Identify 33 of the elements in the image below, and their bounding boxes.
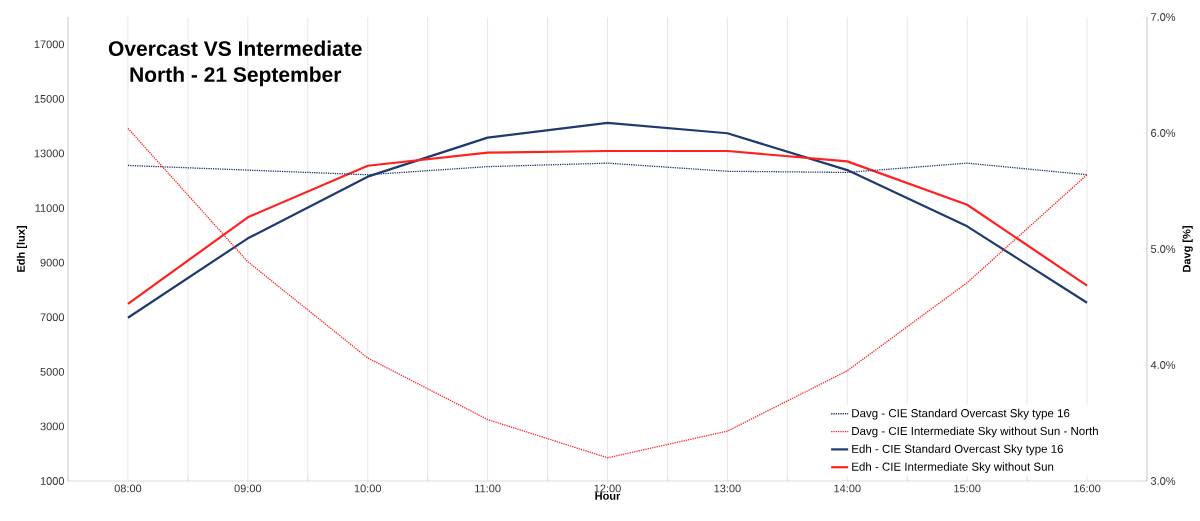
y-tick-label: 3000 <box>40 422 65 431</box>
legend-label: Davg - CIE Standard Overcast Sky type 16 <box>852 408 1070 420</box>
x-tick-label: 12:00 <box>594 484 621 493</box>
x-tick-label: 14:00 <box>834 484 861 493</box>
line-series <box>126 121 1089 319</box>
y2-tick-label: 4.0% <box>1150 361 1176 369</box>
x-tick-label: 11:00 <box>475 484 501 493</box>
y2-tick-label: 6.0% <box>1151 129 1176 137</box>
y-tick-label: 1000 <box>40 477 65 485</box>
y2-tick-label: 7.0% <box>1151 13 1176 21</box>
y-tick-label: 15000 <box>34 94 65 103</box>
y2-tick-label: 5.0% <box>1150 245 1176 253</box>
y2-tick-label: 3.0% <box>1150 477 1176 485</box>
x-axis-title: Hour <box>595 492 621 500</box>
x-tick-label: 16:00 <box>1074 484 1101 493</box>
y-tick-label: 9000 <box>40 258 65 267</box>
x-tick-label: 09:00 <box>234 484 262 493</box>
y-tick-label: 17000 <box>34 40 65 49</box>
legend-label: Davg - CIE Intermediate Sky without Sun - North <box>852 426 1098 438</box>
text: North - 21 September <box>130 66 342 87</box>
y-tick-label: 13000 <box>34 149 65 158</box>
x-tick-label: 15:00 <box>954 484 981 493</box>
x-tick-label: 10:00 <box>354 484 382 493</box>
legend-label: Edh - CIE Intermediate Sky without Sun <box>852 462 1054 474</box>
y-axis-title: Edh [lux] <box>16 226 28 272</box>
y-tick-label: 5000 <box>40 367 65 376</box>
y-tick-label: 11000 <box>35 204 65 212</box>
y2-axis-title: Davg [%] <box>1182 226 1193 272</box>
y-tick-label: 7000 <box>40 313 65 322</box>
x-tick-label: 08:00 <box>114 484 142 493</box>
text: Overcast VS Intermediate <box>108 40 362 57</box>
x-tick-label: 13:00 <box>714 484 741 493</box>
legend-label: Edh - CIE Standard Overcast Sky type 16 <box>852 444 1063 456</box>
